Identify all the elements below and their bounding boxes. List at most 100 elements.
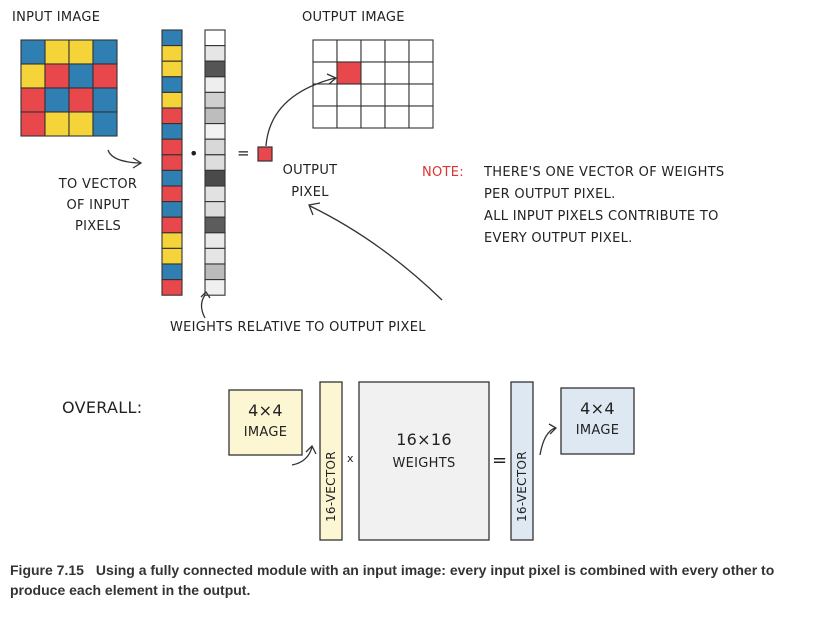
weights-relative-label: WEIGHTS RELATIVE TO OUTPUT PIXEL [170, 320, 426, 335]
input-vector-cell [161, 76, 183, 93]
weights-16x16-box [358, 381, 490, 541]
output-pixel-square [257, 146, 273, 162]
input-vector-cell [161, 107, 183, 125]
weights-box-word: WEIGHTS [392, 456, 456, 471]
output-pixel-cell [408, 39, 434, 63]
output-pixel-cell [312, 83, 338, 107]
weights-box-size: 16×16 [396, 430, 452, 449]
to-vector-label: TO VECTOR OF INPUT PIXELS [40, 174, 156, 237]
input-pixel-cell [20, 111, 46, 137]
input-vector-cell [161, 247, 183, 265]
input-vector-cell [161, 232, 183, 249]
to-vector-line-2: OF INPUT [66, 198, 130, 213]
output-vector-label: 16-VECTOR [515, 451, 529, 522]
weight-cell [204, 123, 226, 140]
output-pixel-cell [360, 61, 386, 85]
arrow-to-vector [107, 149, 141, 164]
input-pixel-cell [92, 111, 118, 137]
output-pixel-cell [360, 105, 386, 129]
input-box-text: 4×4 IMAGE [229, 400, 302, 444]
weights-vector [204, 29, 226, 296]
output-box-word: IMAGE [575, 423, 620, 438]
weight-cell [204, 279, 226, 296]
note-line-1: THERE'S ONE VECTOR OF WEIGHTS [484, 165, 725, 180]
output-image-label: OUTPUT IMAGE [302, 10, 405, 25]
weight-cell [204, 169, 226, 187]
input-pixel-cell [20, 87, 46, 113]
input-vector-cell [161, 263, 183, 281]
arrow-output-pixel-to-grid [265, 77, 336, 147]
output-16-vector-box [510, 381, 534, 541]
output-pixel-cell [384, 39, 410, 63]
weight-cell [204, 91, 226, 109]
input-vector-cell [161, 60, 183, 78]
weight-cell [204, 60, 226, 78]
input-pixel-cell [68, 63, 94, 89]
output-pixel-cell [384, 83, 410, 107]
input-pixel-cell [92, 39, 118, 65]
input-pixel-cell [44, 87, 70, 113]
output-pixel-label: OUTPUT PIXEL [270, 160, 350, 204]
output-box-size: 4×4 [580, 399, 615, 418]
to-vector-line-3: PIXELS [74, 219, 122, 234]
weight-cell [204, 185, 226, 203]
weight-cell [204, 138, 226, 156]
input-pixel-vector [161, 29, 183, 296]
input-pixel-cell [68, 39, 94, 65]
input-vector-cell [161, 169, 183, 187]
input-box-size: 4×4 [248, 401, 283, 420]
input-vector-cell [161, 123, 183, 140]
note-title: NOTE: [422, 165, 464, 180]
input-pixel-cell [68, 87, 94, 113]
input-pixel-cell [92, 63, 118, 89]
input-pixel-cell [20, 63, 46, 89]
output-pixel-cell [360, 39, 386, 63]
input-vector-cell [161, 279, 183, 296]
weight-cell [204, 76, 226, 93]
overall-label: OVERALL: [62, 398, 143, 417]
arrow-note-to-pixel [309, 205, 443, 301]
weight-cell [204, 263, 226, 281]
input-vector-label: 16-VECTOR [324, 451, 338, 522]
weight-cell [204, 216, 226, 234]
times-symbol: x [347, 452, 354, 465]
equals-symbol-bottom: = [492, 450, 508, 471]
input-vector-cell [161, 201, 183, 218]
weights-box-text: 16×16 WEIGHTS [359, 428, 489, 476]
input-image-label: INPUT IMAGE [12, 10, 101, 25]
weight-cell [204, 29, 226, 47]
output-pixel-line-2: PIXEL [291, 185, 329, 200]
weight-cell [204, 247, 226, 265]
equals-symbol-top: = [237, 144, 250, 162]
input-vector-cell [161, 29, 183, 47]
input-16-vector-box [319, 381, 343, 541]
output-pixel-cell [336, 105, 362, 129]
output-image-box [560, 387, 635, 455]
output-pixel-cell [384, 105, 410, 129]
input-pixel-cell [92, 87, 118, 113]
output-pixel-cell [312, 105, 338, 129]
input-image-grid [20, 39, 118, 137]
weight-cell [204, 45, 226, 62]
note-block: NOTE: [422, 162, 464, 184]
input-pixel-cell [68, 111, 94, 137]
output-pixel-cell [312, 39, 338, 63]
input-vector-cell [161, 91, 183, 109]
output-pixel-cell [360, 83, 386, 107]
arrow-image-to-vector [291, 446, 313, 466]
weight-cell [204, 107, 226, 125]
input-box-word: IMAGE [243, 425, 288, 440]
arrow-weights-label [200, 294, 206, 319]
arrow-vector-to-image [539, 427, 556, 456]
to-vector-line-1: TO VECTOR [58, 177, 138, 192]
output-image-grid [312, 39, 434, 129]
output-pixel-cell [408, 105, 434, 129]
note-line-3: ALL INPUT PIXELS CONTRIBUTE TO [484, 209, 719, 224]
input-pixel-cell [44, 63, 70, 89]
output-pixel-cell [384, 61, 410, 85]
input-image-box [228, 389, 303, 456]
input-pixel-cell [44, 111, 70, 137]
output-pixel-cell [408, 61, 434, 85]
note-line-2: PER OUTPUT PIXEL. [484, 187, 616, 202]
